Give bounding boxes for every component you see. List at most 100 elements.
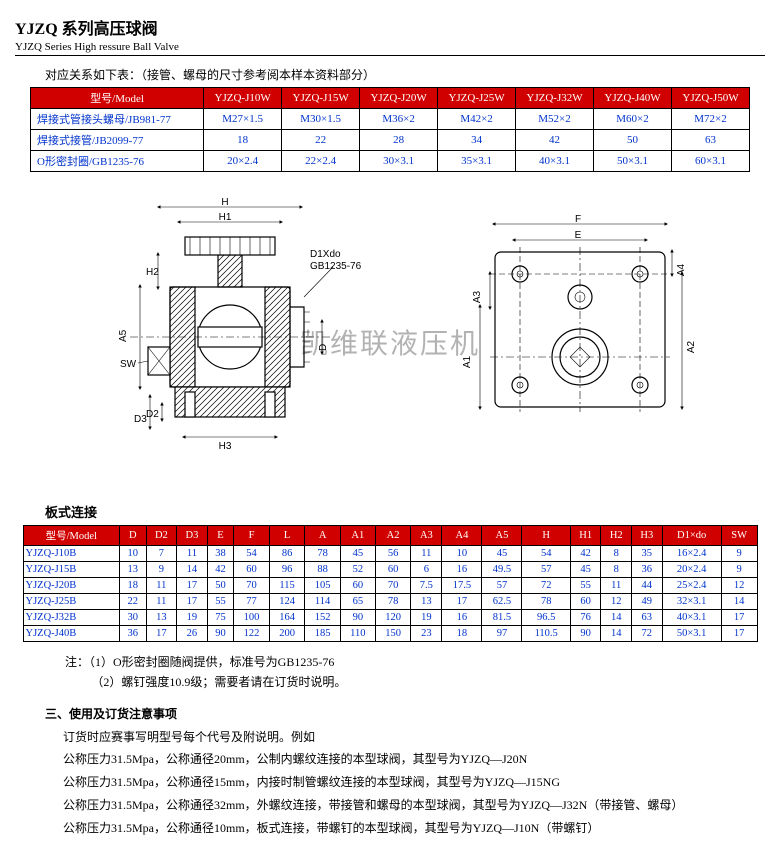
svg-text:A2: A2: [686, 340, 697, 353]
cell: 13: [411, 594, 442, 610]
cell: 49: [632, 594, 663, 610]
cell: 65: [340, 594, 375, 610]
col-variant: YJZQ-J10W: [204, 88, 282, 109]
cell: 11: [177, 546, 208, 562]
svg-text:F: F: [575, 214, 581, 225]
cell: 19: [177, 610, 208, 626]
cell: 44: [632, 578, 663, 594]
cell: 60: [375, 562, 411, 578]
row-model: YJZQ-J40B: [23, 626, 120, 642]
col-variant: YJZQ-J25W: [438, 88, 516, 109]
cell: 50: [594, 130, 672, 151]
page-header: YJZQ 系列高压球阀 YJZQ Series High ressure Bal…: [15, 15, 765, 56]
row-model: YJZQ-J15B: [23, 562, 120, 578]
col-dim: SW: [721, 526, 757, 546]
cell: 96.5: [522, 610, 570, 626]
cell: 9: [146, 562, 177, 578]
title-zh: YJZQ 系列高压球阀: [15, 21, 158, 38]
col-variant: YJZQ-J32W: [516, 88, 594, 109]
cell: 17.5: [442, 578, 482, 594]
cell: 36: [632, 562, 663, 578]
cell: 12: [601, 594, 632, 610]
col-dim: A1: [340, 526, 375, 546]
cell: 22: [120, 594, 147, 610]
cell: 75: [207, 610, 234, 626]
cell: 18: [120, 578, 147, 594]
cell: 97: [482, 626, 522, 642]
cell: 55: [570, 578, 601, 594]
cell: 60: [340, 578, 375, 594]
cell: 63: [632, 610, 663, 626]
cell: 12: [721, 578, 757, 594]
usage-line: 公称压力31.5Mpa，公称通径20mm，公制内螺纹连接的本型球阀，其型号为YJ…: [63, 748, 765, 771]
cell: 42: [207, 562, 234, 578]
col-variant: YJZQ-J15W: [282, 88, 360, 109]
row-model: YJZQ-J20B: [23, 578, 120, 594]
cell: 18: [442, 626, 482, 642]
notes-block: 注：（1）O形密封圈随阀提供，标准号为GB1235-76 （2）螺钉强度10.9…: [65, 652, 765, 693]
cell: 70: [375, 578, 411, 594]
col-variant: YJZQ-J20W: [360, 88, 438, 109]
cell: 42: [516, 130, 594, 151]
cell: 124: [269, 594, 305, 610]
cell: 22×2.4: [282, 151, 360, 172]
cell: 185: [305, 626, 341, 642]
cell: 17: [146, 626, 177, 642]
cell: 20×2.4: [204, 151, 282, 172]
cell: 110.5: [522, 626, 570, 642]
svg-text:A1: A1: [462, 355, 473, 368]
cell: 11: [146, 594, 177, 610]
cell: 78: [375, 594, 411, 610]
usage-heading: 三、使用及订货注意事项: [45, 703, 765, 726]
cell: 60: [234, 562, 270, 578]
engineering-diagram: 凯维联液压机 H H1 D1Xdo GB1235-: [30, 187, 750, 487]
cell: 11: [601, 578, 632, 594]
cell: 54: [234, 546, 270, 562]
cell: 63: [671, 130, 749, 151]
col-dim: A5: [482, 526, 522, 546]
svg-text:D3: D3: [134, 414, 147, 425]
cell: 30×3.1: [360, 151, 438, 172]
cell: 70: [234, 578, 270, 594]
usage-line: 公称压力31.5Mpa，公称通径10mm，板式连接，带螺钉的本型球阀，其型号为Y…: [63, 817, 765, 840]
cell: 40×3.1: [662, 610, 721, 626]
cell: 56: [375, 546, 411, 562]
cell: 11: [411, 546, 442, 562]
usage-line: 公称压力31.5Mpa，公称通径32mm，外螺纹连接，带接管和螺母的本型球阀，其…: [63, 794, 765, 817]
cell: 22: [282, 130, 360, 151]
cell: 9: [721, 546, 757, 562]
cell: 78: [522, 594, 570, 610]
svg-text:A3: A3: [472, 290, 483, 303]
cell: 120: [375, 610, 411, 626]
cell: 54: [522, 546, 570, 562]
cell: 40×3.1: [516, 151, 594, 172]
cell: 50×3.1: [662, 626, 721, 642]
cell: 13: [120, 562, 147, 578]
cell: 16: [442, 610, 482, 626]
cell: 57: [482, 578, 522, 594]
cell: 13: [146, 610, 177, 626]
cell: 122: [234, 626, 270, 642]
cell: 9: [721, 562, 757, 578]
cell: 115: [269, 578, 305, 594]
cell: 110: [340, 626, 375, 642]
cell: 62.5: [482, 594, 522, 610]
subtitle-1: 对应关系如下表：（接管、螺母的尺寸参考阅本样本资料部分）: [45, 66, 765, 83]
cell: 32×3.1: [662, 594, 721, 610]
section2-label: 板式连接: [45, 502, 765, 521]
cell: M30×1.5: [282, 109, 360, 130]
cell: 17: [442, 594, 482, 610]
cell: 72: [632, 626, 663, 642]
col-variant: YJZQ-J40W: [594, 88, 672, 109]
cell: 35: [632, 546, 663, 562]
svg-text:H3: H3: [219, 441, 232, 452]
cell: 20×2.4: [662, 562, 721, 578]
cell: 45: [340, 546, 375, 562]
cell: M36×2: [360, 109, 438, 130]
cell: 200: [269, 626, 305, 642]
cell: 90: [340, 610, 375, 626]
cell: 42: [570, 546, 601, 562]
svg-text:H1: H1: [219, 212, 232, 223]
col-dim: A4: [442, 526, 482, 546]
svg-text:D1Xdo: D1Xdo: [310, 249, 341, 260]
